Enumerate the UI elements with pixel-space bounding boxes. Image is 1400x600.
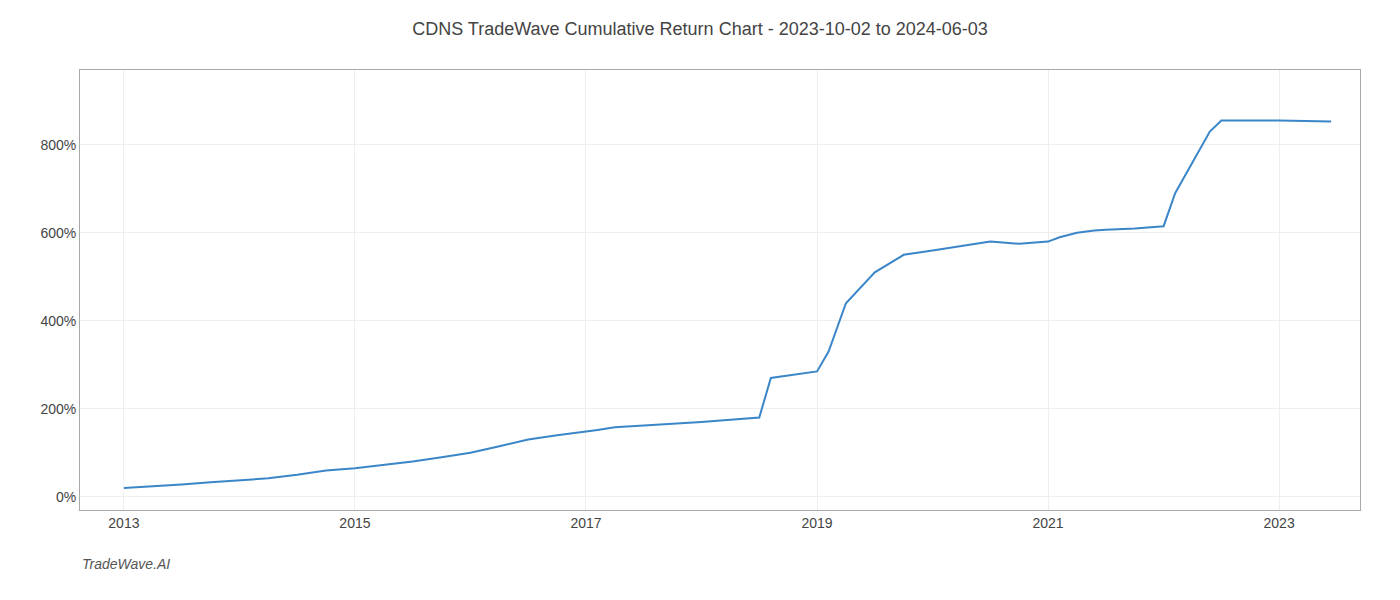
svg-text:600%: 600% (40, 225, 76, 241)
svg-text:2017: 2017 (570, 515, 601, 531)
svg-text:0%: 0% (56, 489, 76, 505)
svg-text:CDNS TradeWave Cumulative Retu: CDNS TradeWave Cumulative Return Chart -… (412, 19, 988, 39)
svg-text:800%: 800% (40, 137, 76, 153)
svg-text:2015: 2015 (339, 515, 370, 531)
svg-text:2019: 2019 (801, 515, 832, 531)
svg-text:200%: 200% (40, 401, 76, 417)
svg-text:2013: 2013 (108, 515, 139, 531)
svg-text:TradeWave.AI: TradeWave.AI (82, 556, 170, 572)
svg-text:2021: 2021 (1033, 515, 1064, 531)
svg-text:2023: 2023 (1264, 515, 1295, 531)
svg-text:400%: 400% (40, 313, 76, 329)
